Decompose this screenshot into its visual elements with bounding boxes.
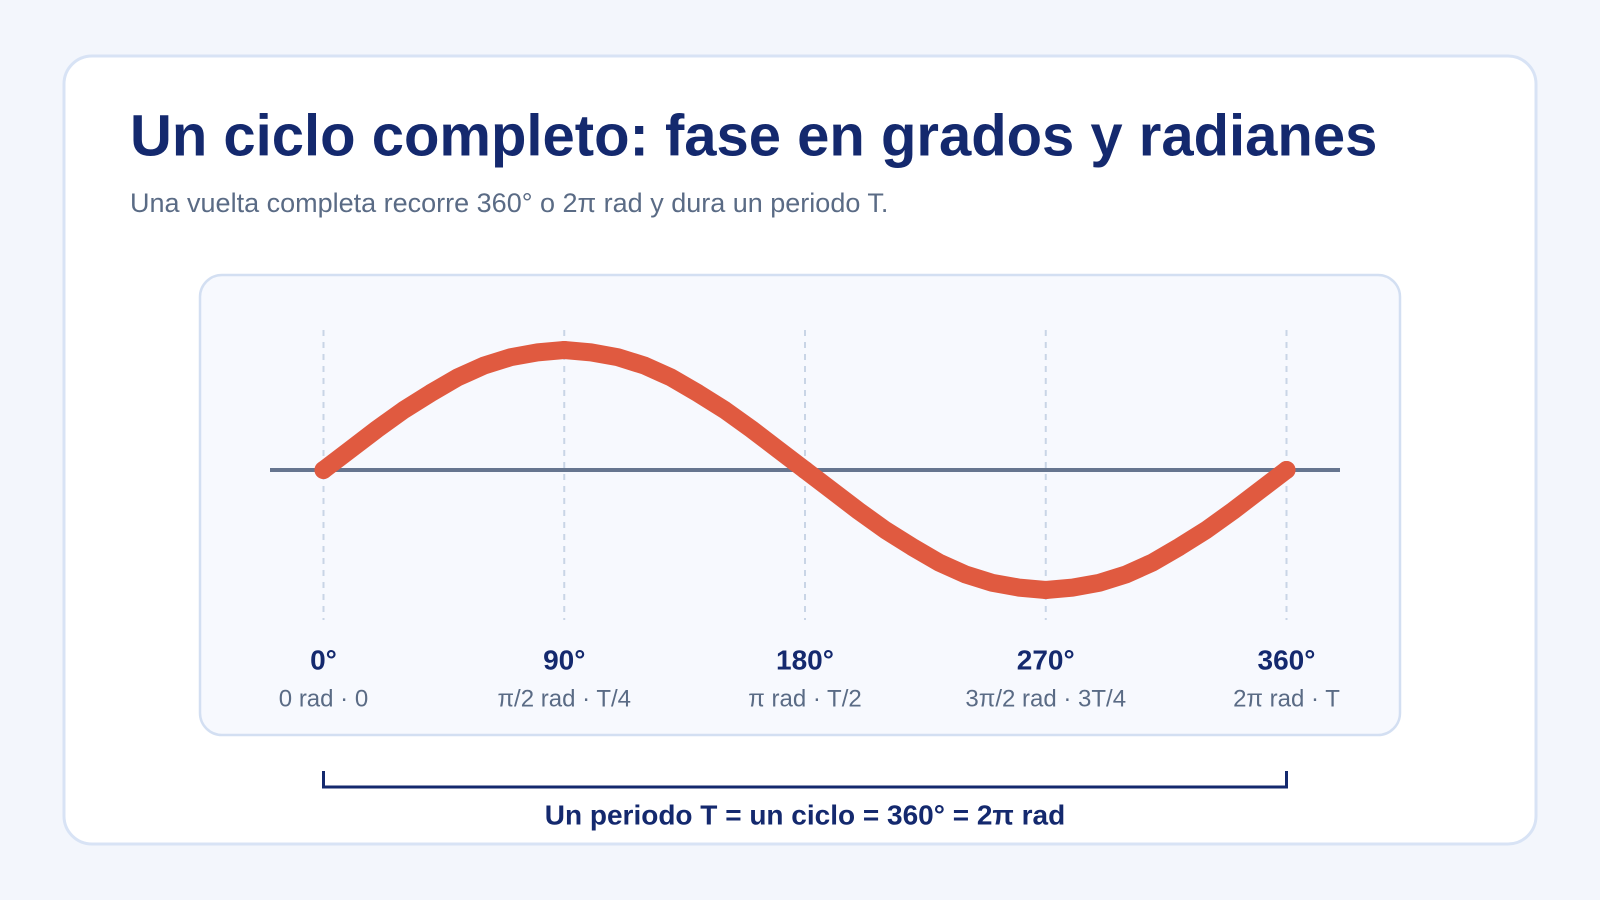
x-tick-label: 0° <box>310 644 337 675</box>
x-tick-label: 360° <box>1258 644 1316 675</box>
x-tick-sublabel: 3π/2 rad · 3T/4 <box>965 685 1126 712</box>
x-tick-sublabel: π/2 rad · T/4 <box>498 685 632 712</box>
x-tick-label: 180° <box>776 644 834 675</box>
phase-point <box>1036 581 1055 599</box>
plot-panel <box>198 273 1402 737</box>
phase-point <box>796 461 814 479</box>
chart-subtitle: Una vuelta completa recorre 360° o 2π ra… <box>130 188 888 218</box>
phase-point <box>314 461 333 479</box>
x-tick-label: 90° <box>543 644 585 675</box>
x-tick-sublabel: π rad · T/2 <box>748 685 861 712</box>
x-tick-sublabel: 2π rad · T <box>1233 685 1340 712</box>
phase-point <box>1277 461 1296 479</box>
phase-point <box>555 341 574 359</box>
x-tick-label: 270° <box>1017 644 1075 675</box>
chart-title: Un ciclo completo: fase en grados y radi… <box>130 103 1377 168</box>
x-tick-sublabel: 0 rad · 0 <box>279 685 368 712</box>
bracket-annotation: Un periodo T = un ciclo = 360° = 2π rad <box>545 799 1065 830</box>
